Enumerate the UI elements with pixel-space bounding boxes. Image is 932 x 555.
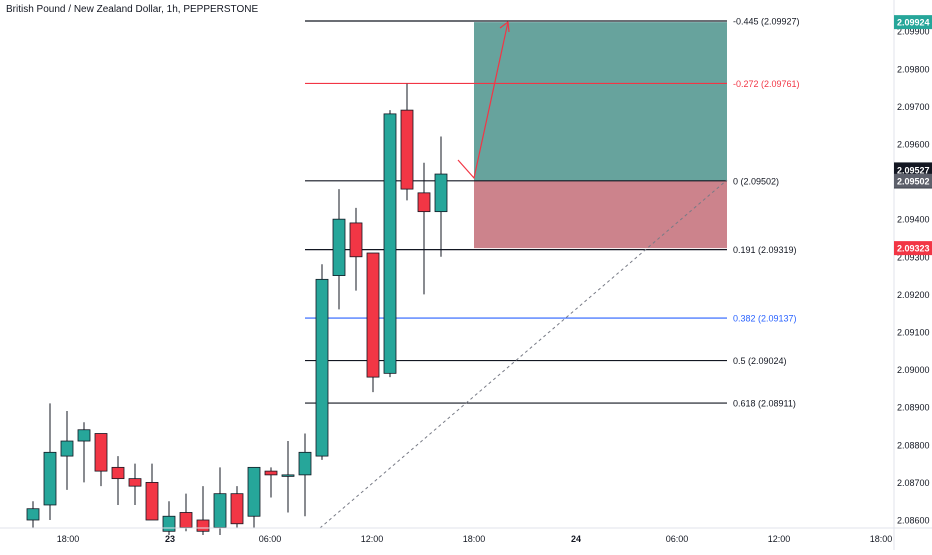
time-tick-label: 23: [165, 534, 175, 544]
candle-bullish: [298, 451, 312, 476]
candle-bullish: [383, 113, 397, 374]
fib-level-label: 0.5 (2.09024): [733, 356, 787, 366]
fib-level-label: 0.618 (2.08911): [733, 399, 796, 409]
fib-level-label: -0.272 (2.09761): [733, 79, 800, 89]
stop-zone: [474, 180, 727, 249]
time-tick-label: 12:00: [768, 534, 791, 544]
fib-level-label: 0.382 (2.09137): [733, 314, 797, 324]
price-tick-label: 2.09200: [897, 290, 930, 300]
entry-price-badge-bg: [894, 173, 932, 188]
candle-bullish: [332, 218, 346, 276]
candle-bullish: [281, 474, 295, 477]
candle-bullish: [60, 440, 74, 457]
time-tick-label: 18:00: [463, 534, 486, 544]
price-tick-label: 2.09800: [897, 64, 930, 74]
trend-line: [319, 179, 728, 529]
candles: [26, 83, 448, 536]
candle-bullish: [315, 278, 329, 457]
projection-arrow: [457, 21, 509, 180]
candle-bullish: [213, 493, 227, 528]
price-tick-label: 2.08600: [897, 516, 930, 526]
candle-bearish: [94, 433, 108, 472]
candle-bearish: [264, 470, 278, 476]
candle-bearish: [196, 519, 210, 532]
time-tick-label: 06:00: [259, 534, 282, 544]
candle-bullish: [43, 451, 57, 506]
price-tick-label: 2.09600: [897, 139, 930, 149]
candle-bearish: [349, 222, 363, 258]
price-tick-label: 2.09000: [897, 365, 930, 375]
time-tick-label: 12:00: [361, 534, 384, 544]
price-tick-label: 2.09300: [897, 252, 930, 262]
stop-price-badge-bg: [894, 241, 932, 256]
candle-bullish: [162, 515, 176, 532]
price-tick-label: 2.09900: [897, 27, 930, 37]
candle-bearish: [128, 478, 142, 487]
candle-bearish: [230, 493, 244, 525]
price-tick-label: 2.09700: [897, 102, 930, 112]
time-tick-label: 18:00: [870, 534, 893, 544]
candle-bullish: [434, 173, 448, 213]
stop-price-badge: 2.09323: [897, 244, 930, 254]
time-tick-label: 06:00: [666, 534, 689, 544]
price-axis: 2.099002.098002.097002.096002.095002.094…: [893, 0, 932, 550]
fib-level-label: 0.191 (2.09319): [733, 245, 797, 255]
fib-level-label: 0 (2.09502): [733, 176, 779, 186]
candle-bearish: [417, 192, 431, 213]
price-tick-label: 2.09400: [897, 215, 930, 225]
target-zone: [474, 22, 727, 181]
candle-bearish: [366, 252, 380, 378]
candle-bearish: [179, 512, 193, 528]
projection-path: [319, 20, 728, 529]
price-tick-label: 2.08900: [897, 403, 930, 413]
price-tick-label: 2.09100: [897, 327, 930, 337]
time-tick-label: 18:00: [57, 534, 80, 544]
candle-bearish: [400, 109, 414, 190]
entry-price-badge: 2.09502: [897, 176, 930, 186]
current-price-badge: 2.09527: [897, 165, 930, 175]
position-zones: [474, 22, 727, 249]
candle-bullish: [247, 466, 261, 517]
candle-bearish: [111, 466, 125, 480]
time-tick-label: 24: [571, 534, 581, 544]
candle-bearish: [145, 481, 159, 521]
target-price-badge: 2.09924: [897, 18, 930, 28]
price-axis-bg: [894, 0, 932, 550]
target-price-badge-bg: [894, 15, 932, 30]
candle-bullish: [26, 508, 40, 521]
candle-bullish: [77, 429, 91, 442]
chart-title: British Pound / New Zealand Dollar, 1h, …: [6, 4, 259, 15]
price-tick-label: 2.08700: [897, 478, 930, 488]
fib-level-label: -0.445 (2.09927): [733, 17, 800, 27]
projection-arrowhead: [499, 20, 510, 33]
price-tick-label: 2.08800: [897, 440, 930, 450]
time-axis: 18:00 23 06:00 12:00 18:00 24 06:00 12:00 18:00: [0, 527, 932, 544]
